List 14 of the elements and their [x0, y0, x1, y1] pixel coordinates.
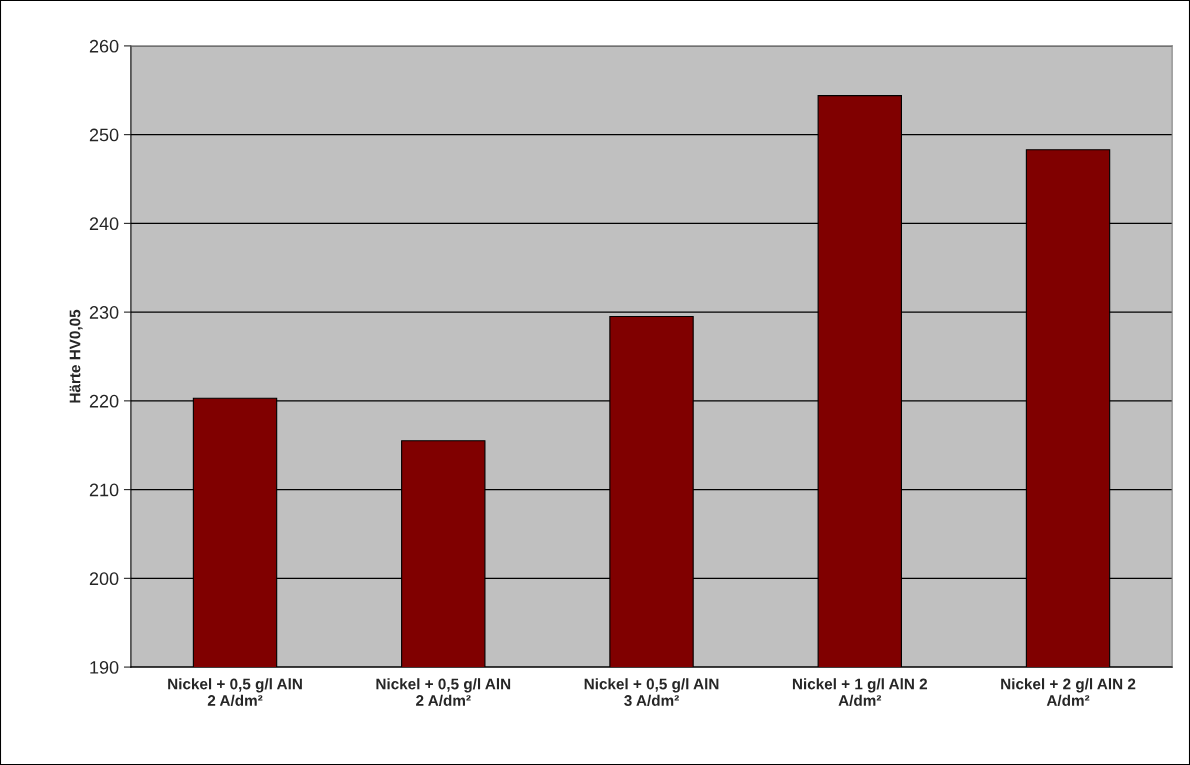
y-tick-label: 220: [89, 394, 119, 408]
x-tick-label: Nickel + 1 g/l AlN 2 A/dm²: [792, 678, 928, 707]
y-tick-label: 250: [89, 128, 119, 142]
y-tick-label: 190: [90, 661, 119, 674]
x-tick-label: Nickel + 0,5 g/l AlN 2 A/dm²: [376, 678, 511, 707]
x-tick-label: Nickel + 0,5 g/l AlN 3 A/dm²: [584, 678, 719, 707]
y-tick-label: 200: [89, 572, 119, 586]
x-tick-label: Nickel + 0,5 g/l AlN 2 A/dm²: [168, 678, 302, 707]
y-tick-label: 260: [89, 39, 119, 53]
y-tick-label: 240: [89, 217, 119, 231]
y-tick-label: 210: [89, 483, 119, 497]
y-tick-label: 230: [89, 306, 119, 319]
y-axis-title: Härte HV0,05: [69, 309, 83, 403]
x-tick-label: Nickel + 2 g/l AlN 2 A/dm²: [1001, 678, 1136, 707]
